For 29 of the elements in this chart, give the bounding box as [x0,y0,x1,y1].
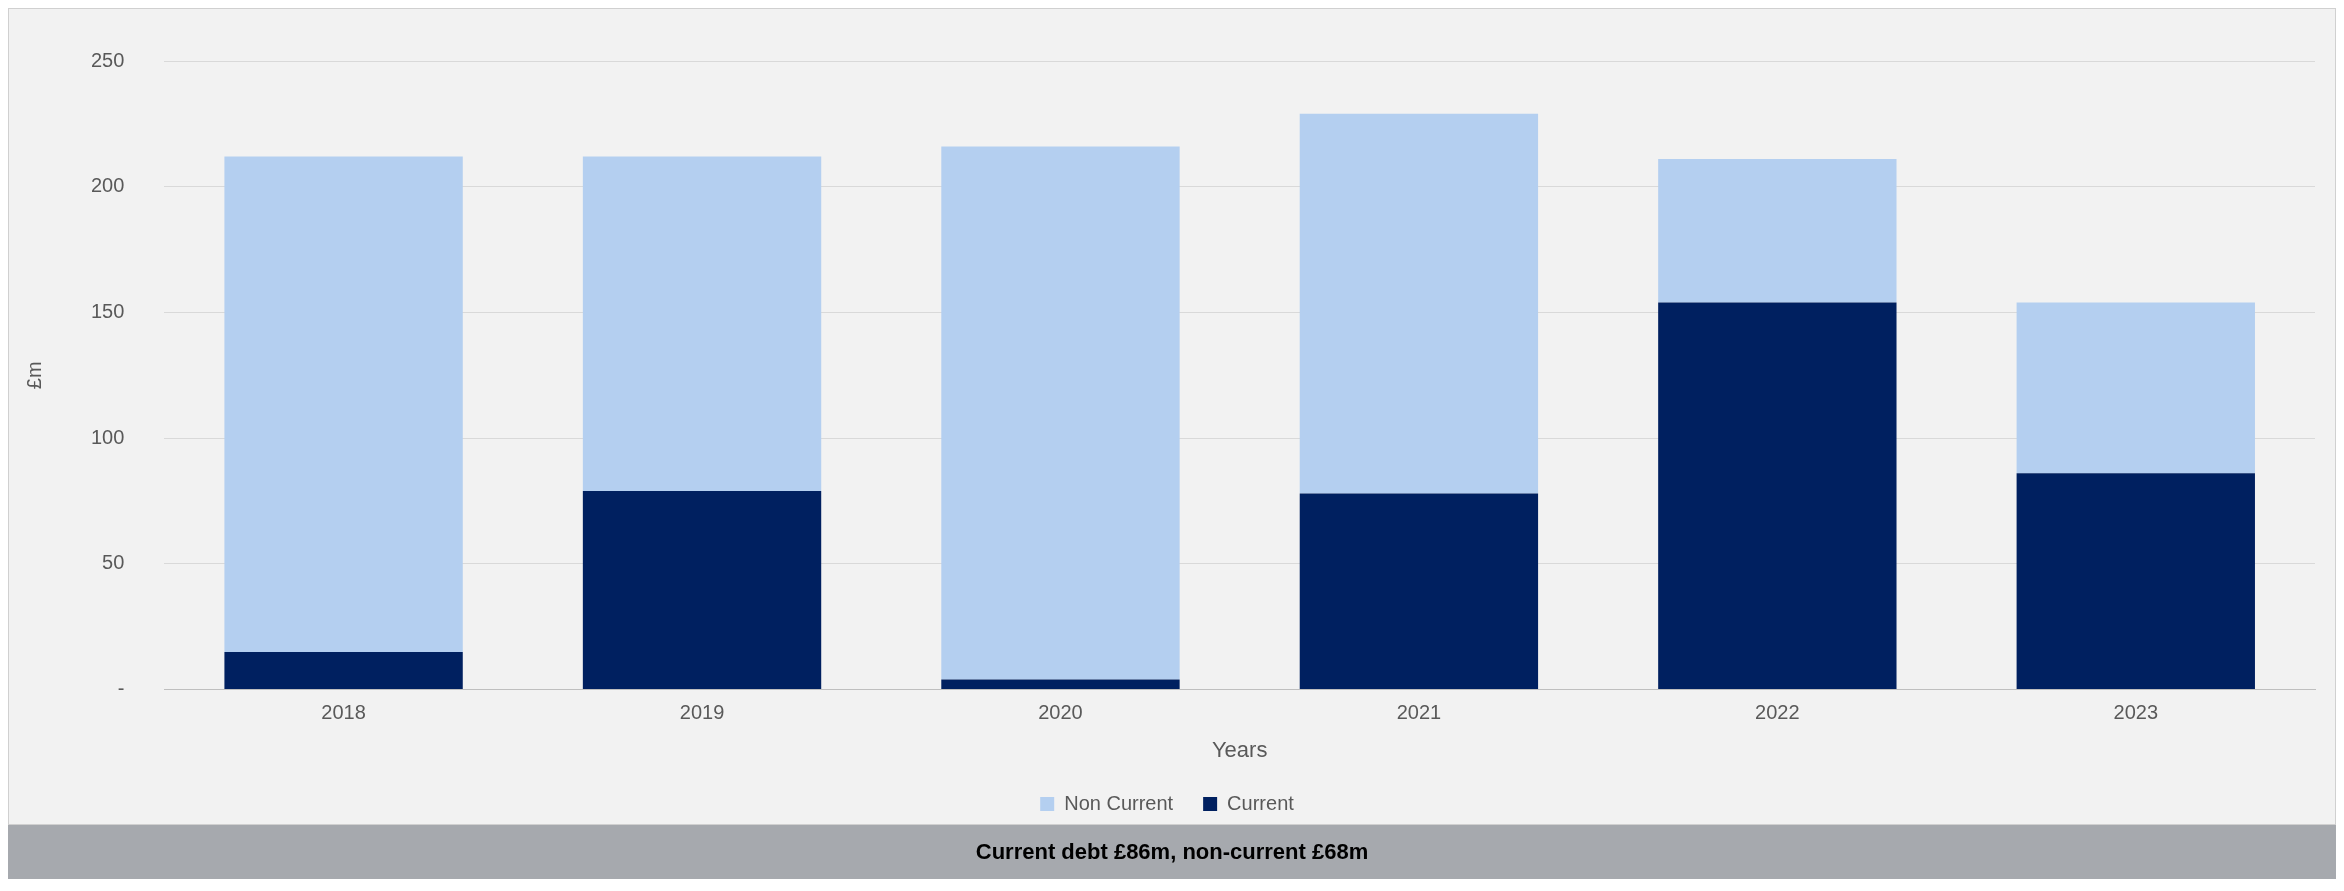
bar [2016,473,2255,690]
legend-label: Non Current [1064,791,1174,814]
bar [224,651,463,690]
bar [1658,302,1897,690]
x-tick-label: 2018 [321,701,366,724]
text: Current debt £86m, non-current £68m [8,825,2336,879]
legend-label: Current [1227,791,1295,814]
y-tick-label: 50 [102,551,125,574]
bar [582,156,822,491]
bar [941,146,1180,680]
y-axis-title: £m [22,361,45,390]
x-tick-label: 2019 [679,701,725,724]
bar [1299,113,1539,494]
x-tick-label: 2023 [2113,701,2159,724]
bar [1658,159,1897,303]
x-tick-label: 2020 [1038,701,1083,724]
y-tick-label: 200 [90,174,125,197]
x-tick-label: 2022 [1755,701,1800,724]
x-axis-title: Years [1211,736,1268,762]
bar [1299,493,1539,690]
y-tick-label: - [117,677,125,700]
y-tick-label: 150 [90,299,125,322]
bar [941,679,1180,690]
y-tick-label: 100 [90,425,125,448]
bar [2016,302,2255,474]
x-tick-label: 2021 [1396,701,1442,724]
y-tick-label: 250 [90,48,125,71]
bar [224,156,463,652]
bar [582,490,822,690]
